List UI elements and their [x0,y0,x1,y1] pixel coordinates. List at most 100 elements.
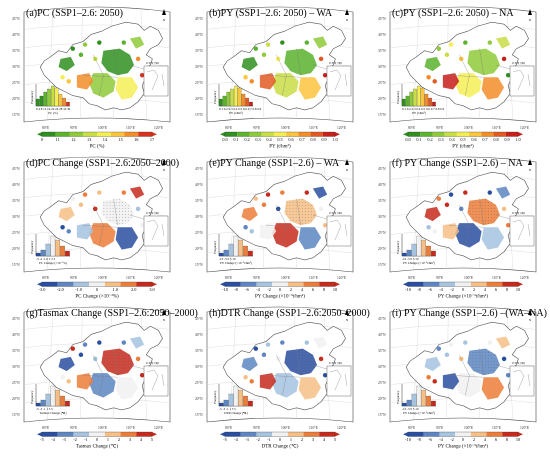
colorbar-segment [273,132,287,137]
lon-tick-label: 80°E [225,426,233,430]
data-patch [304,190,310,195]
colorbar-segment [73,432,90,437]
lat-tick-label: 15°N [195,413,203,417]
hist-ylabel: Frequency [396,90,400,104]
colorbar-tick: 0.2 [427,137,432,142]
panel-title: (g)Tasmax Change (SSP1–2.6:2050–2000) [26,308,198,319]
map-panel: (d)PC Change (SSP1–2.6:2050–2000) 45°N 40°… [12,156,179,300]
data-patch [501,206,507,212]
lon-tick-label: 100°E [464,426,474,430]
colorbar-tick: -10 [405,287,411,292]
data-region [89,223,116,248]
colorbar-tick: 0.9 [504,137,509,142]
colorbar-frame [41,281,153,287]
panel-title: (h)DTR Change (SSP1–2.6:2050–2000) [209,308,370,319]
data-patch [82,342,88,347]
data-patch [322,222,328,228]
hist-bar [243,245,248,257]
hist-ylabel: Frequency [213,240,217,254]
data-region [129,36,145,49]
province-borders [448,348,511,396]
hist-bar [50,385,56,407]
lat-tick-label: 25°N [12,381,20,385]
lat-tick-label: 15°N [195,113,203,117]
scale-label: 0 370 740 [329,361,342,365]
north-arrow-icon [528,159,532,165]
colorbar-tick: -4 [439,287,443,292]
lon-tick-label: 80°E [408,276,416,280]
data-region [298,227,322,250]
colorbar-arrow-left [37,132,42,137]
hist-bar [228,243,234,257]
hist-xlabel: PY Change (×10⁻³t/hm²) [220,261,252,265]
colorbar-tick: -1 [267,437,271,442]
lon-tick-label: 110°E [309,126,319,130]
colorbar-frame [407,281,519,287]
inset-outline [329,69,348,91]
lon-tick-label: 110°E [309,426,319,430]
colorbar-segment [455,282,471,287]
data-region [89,73,116,98]
lon-tick-label: 90°E [436,426,444,430]
colorbar-tick: -8 [417,287,421,292]
lat-tick-label: 45°N [378,317,386,321]
lat-tick-label: 45°N [195,17,203,21]
hist-bar [243,395,248,407]
panel-title: (e)PY Change (SSP1–2.6) – WA [209,158,340,169]
data-region [76,373,94,390]
data-patch [501,356,507,362]
colorbar-arrow-right [518,132,523,137]
hist-xlabel: PY Change (×10⁻³t/hm²) [403,261,435,265]
colorbar-tick: 3.0 [149,287,154,292]
north-arrow-icon [162,309,166,315]
lat-tick-label: 45°N [12,17,20,21]
colorbar-segment [225,432,241,437]
colorbar-tick: 0.1 [233,137,238,142]
lon-tick-label: 100°E [464,276,474,280]
hist-bar [222,95,227,107]
hist-bar [60,245,65,257]
data-patch [487,40,493,45]
lat-tick-label: 30°N [378,215,386,219]
colorbar-frame [224,431,336,437]
north-label: N [163,168,166,172]
lon-tick-label: 80°E [42,276,50,280]
colorbar-tick: -2 [73,437,77,442]
lon-tick-label: 100°E [464,126,474,130]
colorbar-segment [55,132,70,137]
lat-tick-label: 30°N [378,365,386,369]
map-panel: (g)Tasmax Change (SSP1–2.6:2050–2000) 45°… [12,306,198,450]
inset-outline [329,219,348,241]
data-patch [78,52,84,58]
lon-tick-label: 100°E [281,276,291,280]
colorbar-arrow-left [403,132,408,137]
significance-hatch [284,348,317,376]
data-patch [261,52,267,58]
data-region [272,373,299,398]
data-region [312,186,328,199]
lat-tick-label: 20°N [195,97,203,101]
colorbar-tick: 4 [484,287,487,292]
map-panel: (f) PY Change (SSP1–2.6) – NA 45°N 40°N 35°… [378,156,537,300]
data-region [58,56,75,72]
lat-tick-label: 30°N [12,215,20,219]
data-patch [322,72,328,78]
lat-tick-label: 40°N [378,33,386,37]
colorbar-segment [237,132,250,137]
data-region [495,336,511,349]
colorbar-segment [120,282,137,287]
lat-tick-label: 20°N [12,247,20,251]
hist-bar [401,98,406,107]
hist-bar [233,385,239,407]
province-borders [82,48,145,96]
colorbar-tick: -6 [428,287,432,292]
hist-ticks: 0.1 0.2 0.3 0.4 0.5 0.6 0.7 0.8 0.9 [402,107,445,111]
colorbar-segment [287,432,304,437]
colorbar-segment [249,132,262,137]
data-patch [253,196,259,201]
lat-tick-label: 40°N [378,333,386,337]
hist-xlabel: PC (%) [48,111,57,115]
lon-tick-label: 90°E [253,126,261,130]
hist-bar [40,249,46,257]
data-region [272,73,299,98]
